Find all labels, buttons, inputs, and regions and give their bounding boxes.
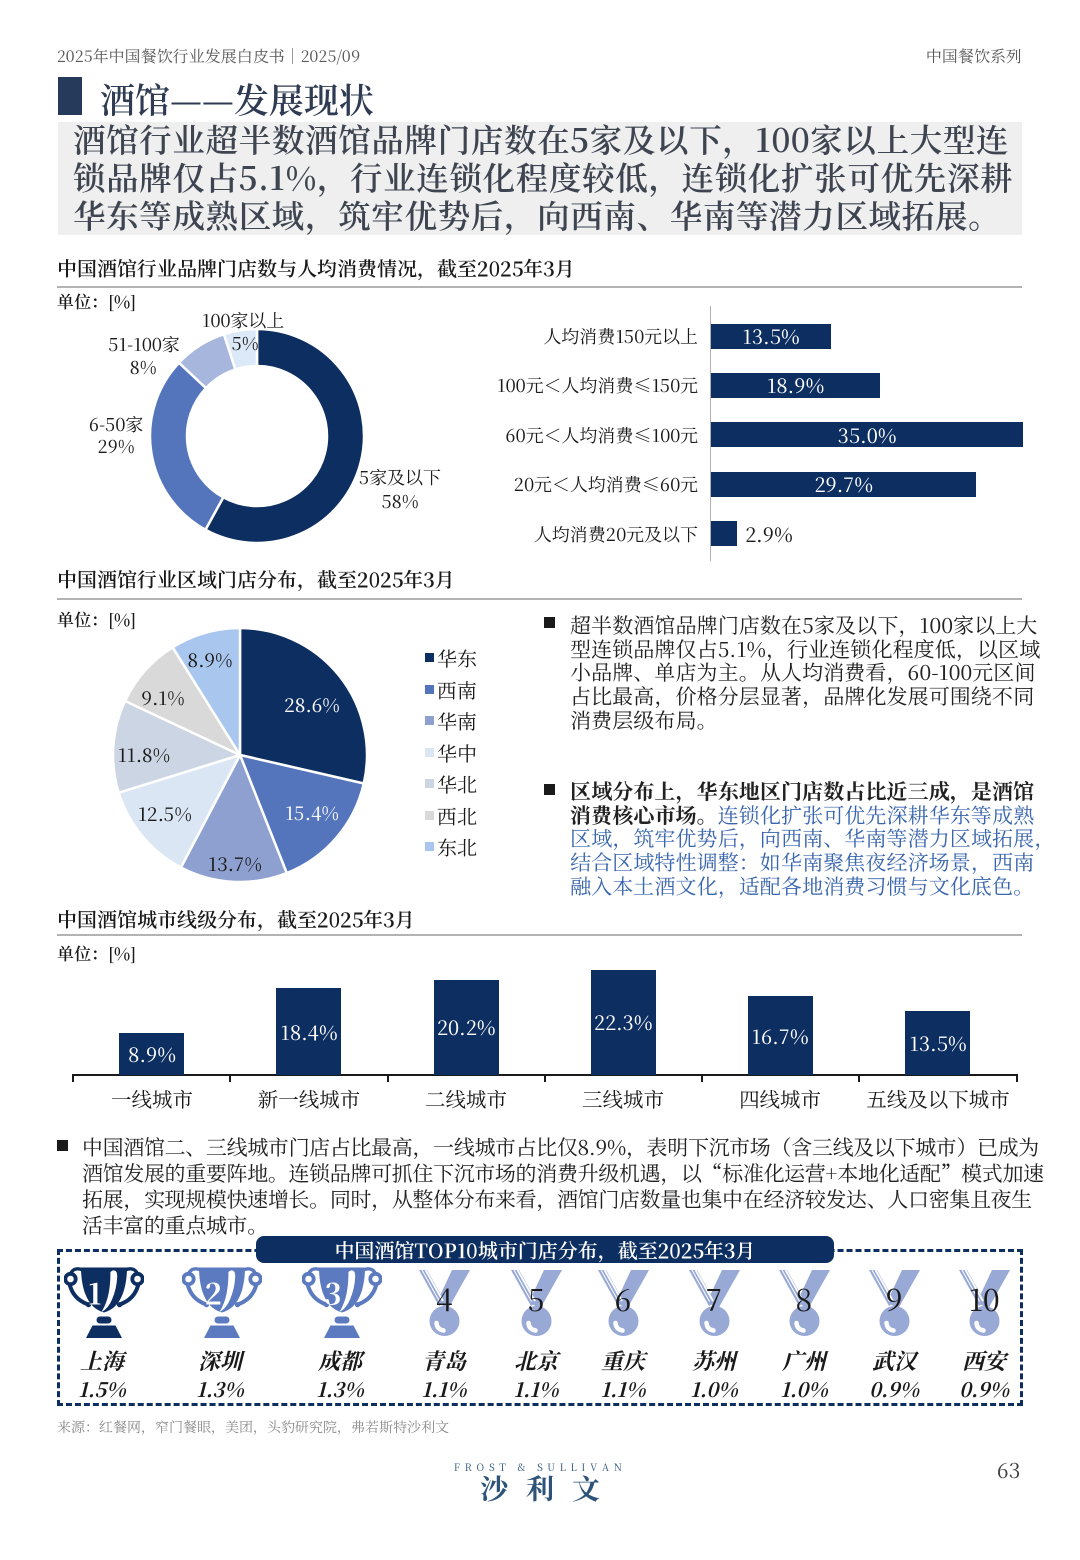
svg-text:2: 2 <box>204 1273 221 1314</box>
svg-text:1: 1 <box>88 1273 102 1314</box>
svg-text:3: 3 <box>324 1273 341 1314</box>
